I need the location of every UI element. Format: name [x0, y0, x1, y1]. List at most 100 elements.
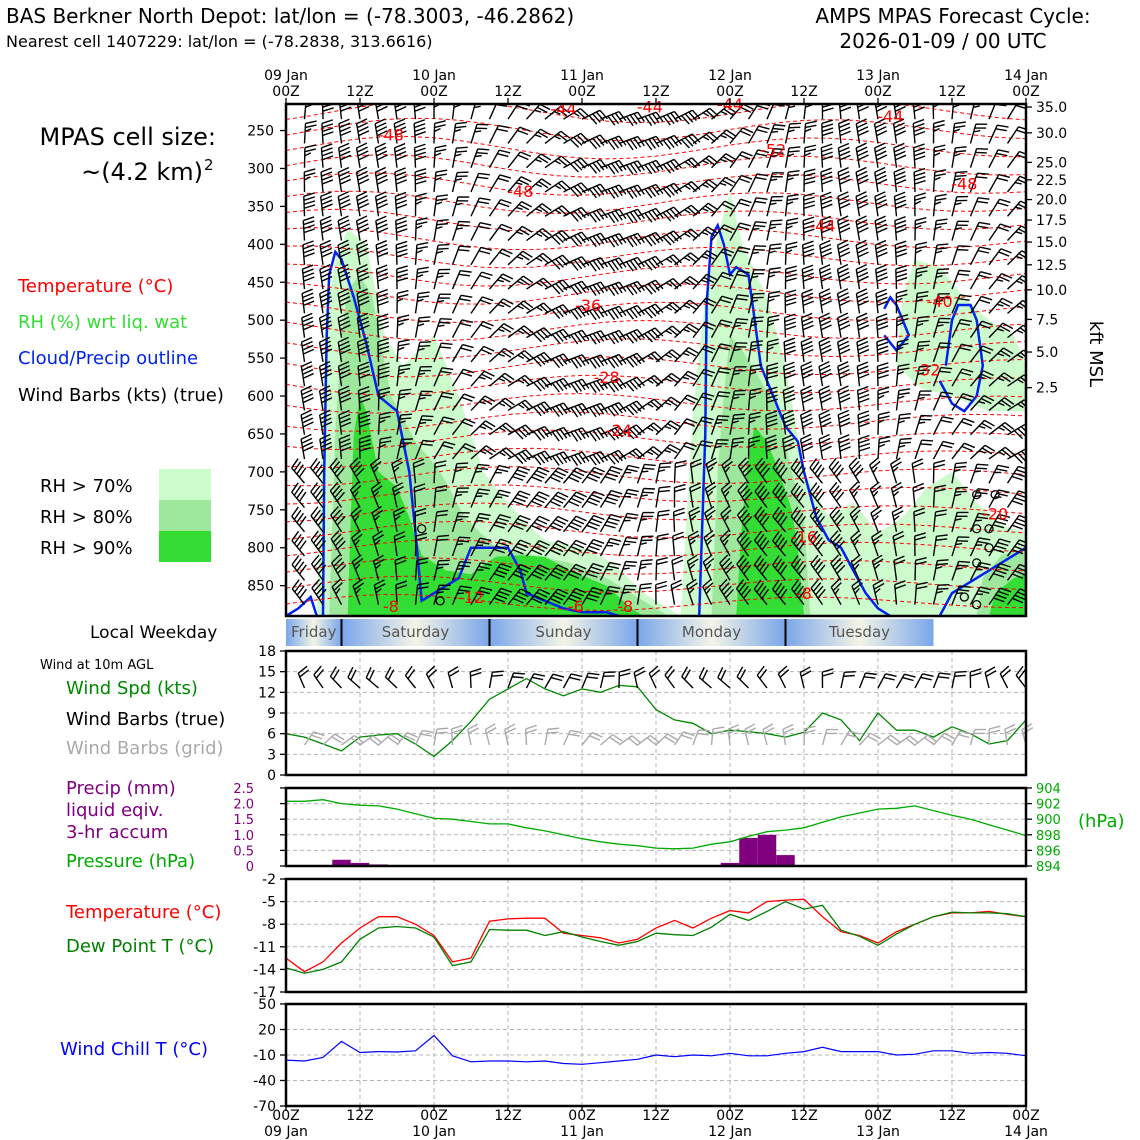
- barb-feather: [838, 195, 850, 202]
- upper-wind-barb: [838, 104, 852, 120]
- barb-feather: [877, 370, 889, 375]
- barb-feather: [474, 154, 482, 158]
- barb-feather: [802, 373, 814, 379]
- barb-staff: [525, 728, 528, 746]
- barb-feather: [304, 168, 316, 173]
- upper-wind-barb: [563, 329, 590, 345]
- wind-ytick-label: 3: [267, 747, 276, 763]
- barb-feather: [935, 274, 943, 279]
- barb-feather: [574, 284, 583, 294]
- wind-barb-grid: [914, 734, 938, 746]
- rh-region-rh70: [896, 259, 1026, 412]
- barb-staff: [736, 676, 749, 689]
- barb-feather: [457, 224, 469, 227]
- barb-feather: [838, 142, 850, 149]
- barb-feather: [498, 124, 510, 129]
- barb-feather: [517, 428, 527, 438]
- barb-feather: [803, 200, 815, 205]
- barb-feather: [648, 138, 656, 149]
- top-hour-label: 12Z: [642, 84, 669, 100]
- barb-feather: [339, 251, 351, 258]
- barb-feather: [721, 227, 733, 234]
- barb-feather: [878, 443, 886, 448]
- barb-feather: [600, 232, 608, 243]
- bottom-hour-label: 12Z: [494, 1108, 521, 1124]
- barb-feather: [976, 491, 988, 495]
- barb-feather: [394, 167, 406, 173]
- barb-feather: [839, 348, 851, 355]
- upper-wind-barb: [374, 142, 388, 168]
- barb-feather: [1018, 514, 1026, 519]
- barb-feather: [933, 459, 946, 464]
- barb-staff: [341, 734, 355, 746]
- barb-feather: [1012, 597, 1024, 604]
- barb-feather: [618, 354, 627, 365]
- wind-ytick-label: 12: [258, 685, 276, 701]
- barb-feather: [531, 524, 543, 531]
- barb-feather: [837, 263, 849, 271]
- barb-feather: [890, 734, 901, 743]
- upper-wind-barb: [674, 252, 700, 266]
- upper-wind-barb: [747, 411, 761, 435]
- temp-ytick-label: -14: [253, 962, 276, 978]
- barb-feather: [296, 585, 305, 596]
- barb-feather: [492, 670, 504, 673]
- barb-feather: [538, 515, 550, 522]
- barb-feather: [629, 138, 638, 150]
- barb-feather: [810, 578, 819, 589]
- wind-barb-true: [297, 665, 310, 689]
- barb-feather: [417, 323, 425, 327]
- barb-feather: [551, 382, 560, 393]
- barb-staff: [673, 731, 685, 746]
- barb-feather: [977, 376, 985, 380]
- barb-feather: [628, 464, 640, 469]
- barb-feather: [339, 150, 351, 157]
- barb-feather: [556, 108, 568, 117]
- barb-feather: [765, 410, 778, 416]
- upper-wind-barb: [851, 578, 863, 605]
- upper-wind-barb: [747, 173, 769, 193]
- barb-feather: [705, 297, 717, 304]
- barb-feather: [814, 464, 823, 475]
- barb-feather: [999, 198, 1011, 204]
- upper-wind-barb: [470, 370, 495, 387]
- barb-feather: [873, 515, 879, 522]
- barb-feather: [877, 390, 890, 396]
- barb-feather: [460, 269, 472, 273]
- barb-feather: [673, 511, 685, 517]
- windchill-panel-label: Wind Chill T (°C): [60, 1039, 208, 1060]
- barb-feather: [303, 252, 315, 258]
- barb-feather: [702, 183, 709, 189]
- barb-feather: [577, 428, 586, 439]
- barb-feather: [365, 667, 372, 678]
- barb-feather: [732, 441, 744, 444]
- barb-feather: [766, 422, 778, 428]
- barb-feather: [786, 225, 793, 230]
- barb-feather: [534, 109, 542, 113]
- temperature-label: -8: [383, 597, 399, 616]
- barb-feather: [441, 419, 453, 424]
- barb-feather: [614, 234, 623, 245]
- upper-wind-barb: [337, 142, 352, 168]
- barb-feather: [681, 734, 693, 740]
- barb-feather: [785, 273, 797, 278]
- barb-staff: [914, 560, 917, 581]
- barb-feather: [1020, 225, 1026, 230]
- barb-feather: [958, 245, 970, 248]
- barb-feather: [636, 305, 646, 315]
- barb-feather: [455, 518, 463, 522]
- upper-wind-barb: [818, 433, 832, 460]
- barb-feather: [500, 538, 512, 544]
- barb-feather: [838, 344, 850, 351]
- barb-feather: [338, 166, 350, 173]
- barb-feather: [633, 330, 642, 341]
- upper-wind-barb: [451, 511, 470, 533]
- barb-feather: [671, 583, 683, 590]
- barb-feather: [479, 450, 487, 455]
- upper-wind-barb: [673, 418, 698, 436]
- upper-wind-barb: [300, 361, 314, 387]
- barb-feather: [895, 154, 907, 161]
- barb-feather: [895, 265, 907, 270]
- barb-feather: [935, 193, 947, 198]
